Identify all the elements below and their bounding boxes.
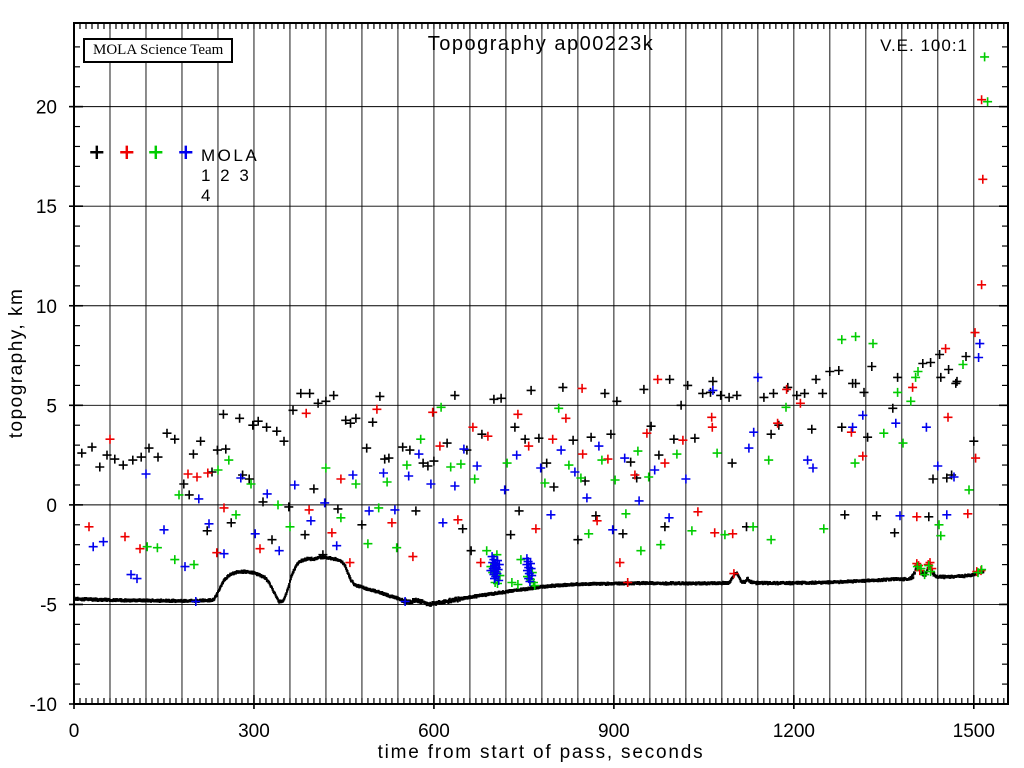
y-tick-label: 15: [36, 197, 57, 218]
grid: [74, 23, 1008, 704]
plot-frame: [73, 22, 1009, 705]
y-tick-label: 20: [36, 98, 57, 119]
x-tick-label: 1500: [953, 721, 995, 742]
x-axis-title: time from start of pass, seconds: [377, 742, 705, 763]
y-tick-label: 5: [46, 396, 57, 417]
x-tick-label: 600: [418, 721, 450, 742]
mola-science-team-label: MOLA Science Team: [93, 42, 224, 58]
x-tick-label: 900: [598, 721, 630, 742]
y-tick-label: -10: [30, 695, 57, 716]
legend-marker-mola-2: +: [118, 140, 136, 164]
y-tick-label: 0: [46, 496, 57, 517]
legend-label: MOLA 1 2 3 4: [201, 146, 259, 205]
legend-marker-mola-3: +: [147, 140, 165, 164]
legend-marker-mola-1: +: [88, 140, 106, 164]
legend-marker-mola-4: +: [177, 140, 195, 164]
vertical-exaggeration-label: V.E. 100:1: [880, 36, 968, 55]
tick-labels: 0 300 600 900 1200 1500 -10 -5 0 5 10 15 20: [30, 98, 995, 742]
scatter-mola-3: [142, 52, 993, 590]
chart-title: Topography ap00223k: [427, 33, 655, 55]
x-tick-label: 1200: [773, 721, 815, 742]
y-tick-label: -5: [40, 595, 57, 616]
ground-track: [73, 555, 985, 607]
minor-ticks: [75, 24, 1007, 703]
mola-science-team-box: MOLA Science Team: [83, 38, 234, 63]
scatter-mola-1: [77, 350, 979, 560]
y-axis-title: topography, km: [6, 287, 27, 439]
scatter-mola-4: [88, 339, 985, 606]
x-tick-label: 300: [238, 721, 270, 742]
y-tick-label: 10: [36, 297, 57, 318]
x-tick-label: 0: [69, 721, 80, 742]
